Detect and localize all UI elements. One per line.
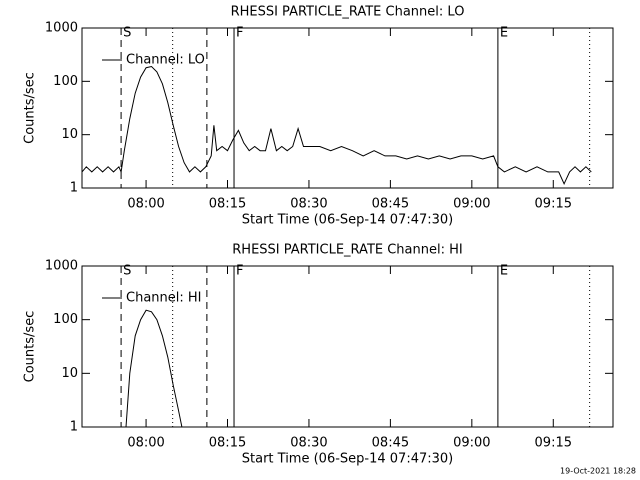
marker-label: S — [123, 264, 131, 279]
plot-frame — [81, 265, 614, 428]
y-tick-label: 100 — [53, 312, 78, 327]
x-tick-label: 08:15 — [209, 197, 246, 212]
marker-label: S — [123, 26, 131, 41]
y-tick-label: 1000 — [45, 21, 78, 36]
footer: 19-Oct-2021 18:28 — [560, 467, 636, 476]
y-tick-label: 1000 — [45, 259, 78, 274]
y-tick-label: 10 — [61, 366, 78, 381]
marker-label: F — [236, 26, 243, 41]
x-axis-label: Start Time (06-Sep-14 07:47:30) — [242, 213, 453, 228]
x-tick-label: 09:00 — [453, 197, 490, 212]
x-tick-label: 09:15 — [535, 197, 572, 212]
y-tick-label: 1 — [70, 420, 78, 435]
legend-label: Channel: HI — [126, 291, 202, 306]
legend-label: Channel: LO — [126, 53, 205, 68]
y-tick-label: 10 — [61, 127, 78, 142]
y-axis-label: Counts/sec — [23, 311, 38, 383]
y-tick-label: 100 — [53, 74, 78, 89]
x-tick-label: 08:45 — [372, 436, 409, 451]
x-tick-label: 09:00 — [453, 436, 490, 451]
plot-frame — [81, 27, 614, 189]
x-axis-label: Start Time (06-Sep-14 07:47:30) — [242, 452, 453, 467]
x-tick-label: 09:15 — [535, 436, 572, 451]
chart-title: RHESSI PARTICLE_RATE Channel: LO — [231, 5, 465, 20]
x-tick-label: 08:30 — [290, 197, 327, 212]
x-tick-label: 08:45 — [372, 197, 409, 212]
x-tick-label: 08:15 — [209, 436, 246, 451]
x-tick-label: 08:00 — [127, 197, 164, 212]
marker-label: E — [500, 264, 508, 279]
y-axis-label: Counts/sec — [23, 72, 38, 144]
marker-label: F — [236, 264, 243, 279]
y-tick-label: 1 — [70, 181, 78, 196]
data-line — [125, 309, 183, 428]
chart-title: RHESSI PARTICLE_RATE Channel: HI — [232, 243, 462, 258]
x-tick-label: 08:00 — [127, 436, 164, 451]
x-tick-label: 08:30 — [290, 436, 327, 451]
data-line — [81, 65, 592, 186]
marker-label: E — [500, 26, 508, 41]
